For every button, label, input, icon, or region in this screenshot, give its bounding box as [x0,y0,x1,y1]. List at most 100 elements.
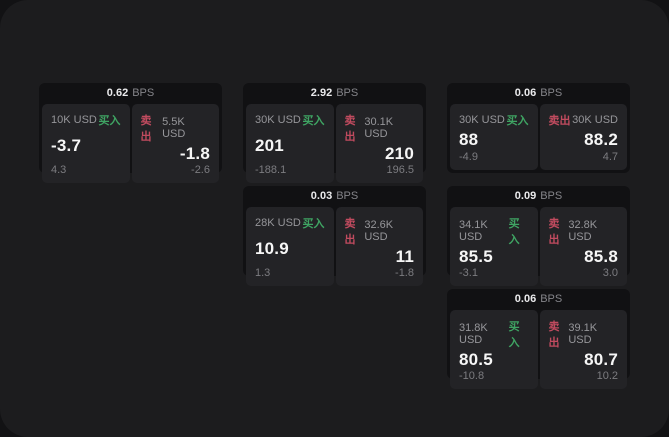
sell-side-label: 卖出 [548,115,571,127]
quote-card-header: 0.06 BPS [450,83,627,104]
sell-panel-header: 卖出 39.1K USD [549,318,619,350]
bps-unit-label: BPS [336,190,359,202]
bps-unit-label: BPS [336,87,359,99]
buy-side-label: 买入 [98,115,121,127]
sell-size-label: 32.8K USD [568,219,598,243]
buy-side-label: 买入 [302,218,325,230]
quote-card-header: 0.62 BPS [42,83,219,104]
sell-sub-value: 10.2 [596,370,618,382]
buy-sub-value: -10.8 [459,370,485,382]
sell-sub-value: -1.8 [395,267,414,279]
buy-side-label: 买入 [506,115,529,127]
sell-side-label: 卖出 [548,218,560,246]
buy-sub-value: 4.3 [51,164,67,176]
bps-unit-label: BPS [540,293,563,305]
sell-sub-value: 196.5 [386,164,414,176]
quote-card: 0.62 BPS 10K USD 买入 -3.7 4.3 卖出 5.5K USD… [39,83,222,183]
sell-panel[interactable]: 卖出 5.5K USD -1.8 -2.6 [131,104,219,183]
bps-unit-label: BPS [540,190,563,202]
sell-panel-header: 卖出 5.5K USD [141,112,211,144]
buy-side-label: 买入 [508,218,520,246]
quote-card: 2.92 BPS 30K USD 买入 201 -188.1 卖出 30.1K … [243,83,426,183]
buy-sub-value: -4.9 [459,151,478,163]
quote-card: 0.06 BPS 30K USD 买入 88 -4.9 卖出 30K USD 8… [447,83,630,173]
buy-panel-header: 31.8K USD 买入 [459,318,529,350]
quote-card-header: 2.92 BPS [246,83,423,104]
quote-panels: 30K USD 买入 88 -4.9 卖出 30K USD 88.2 4.7 [450,104,627,170]
bps-value: 0.09 [514,190,537,202]
buy-panel[interactable]: 30K USD 买入 201 -188.1 [246,104,334,183]
buy-panel[interactable]: 10K USD 买入 -3.7 4.3 [42,104,130,183]
sell-panel-header: 卖出 32.6K USD [345,215,415,247]
sell-price-value: 80.7 [584,350,618,369]
buy-panel-header: 10K USD 买入 [51,112,121,128]
buy-size-label: 34.1K USD [459,219,488,243]
buy-panel[interactable]: 28K USD 买入 10.9 1.3 [246,207,334,286]
sell-price-value: 11 [395,247,414,266]
sell-panel[interactable]: 卖出 39.1K USD 80.7 10.2 [539,310,627,389]
buy-sub-value: 1.3 [255,267,271,279]
sell-size-label: 39.1K USD [568,322,598,346]
sell-side-label: 卖出 [140,115,152,143]
quote-panels: 10K USD 买入 -3.7 4.3 卖出 5.5K USD -1.8 -2.… [42,104,219,183]
buy-panel[interactable]: 30K USD 买入 88 -4.9 [450,104,538,170]
sell-panel-header: 卖出 30K USD [549,112,619,128]
sell-panel-header: 卖出 32.8K USD [549,215,619,247]
buy-size-label: 31.8K USD [459,322,488,346]
quote-grid: 0.62 BPS 10K USD 买入 -3.7 4.3 卖出 5.5K USD… [39,83,630,389]
bps-unit-label: BPS [132,87,155,99]
buy-sub-value: -3.1 [459,267,478,279]
bps-unit-label: BPS [540,87,563,99]
buy-size-label: 10K USD [51,114,97,126]
buy-side-label: 买入 [508,321,520,349]
buy-panel-header: 34.1K USD 买入 [459,215,529,247]
quote-card-header: 0.09 BPS [450,186,627,207]
sell-sub-value: 3.0 [602,267,618,279]
buy-size-label: 30K USD [255,114,301,126]
bps-value: 0.06 [514,87,537,99]
quote-card-header: 0.06 BPS [450,289,627,310]
bps-value: 0.62 [106,87,129,99]
quote-card: 0.06 BPS 31.8K USD 买入 80.5 -10.8 卖出 39.1… [447,289,630,389]
sell-size-label: 5.5K USD [162,116,186,140]
sell-price-value: 85.8 [584,247,618,266]
bps-value: 2.92 [310,87,333,99]
sell-price-value: -1.8 [179,144,210,163]
sell-side-label: 卖出 [344,218,356,246]
sell-sub-value: 4.7 [602,151,618,163]
sell-panel[interactable]: 卖出 30K USD 88.2 4.7 [539,104,627,170]
sell-side-label: 卖出 [344,115,356,143]
sell-size-label: 30K USD [572,114,618,126]
buy-price-value: 10.9 [255,239,289,258]
buy-panel[interactable]: 34.1K USD 买入 85.5 -3.1 [450,207,538,286]
sell-size-label: 32.6K USD [364,219,394,243]
buy-panel-header: 30K USD 买入 [459,112,529,128]
sell-panel[interactable]: 卖出 32.6K USD 11 -1.8 [335,207,423,286]
sell-side-label: 卖出 [548,321,560,349]
buy-price-value: 201 [255,136,284,155]
sell-panel[interactable]: 卖出 30.1K USD 210 196.5 [335,104,423,183]
buy-size-label: 30K USD [459,114,505,126]
buy-price-value: 88 [459,129,479,149]
sell-price-value: 210 [385,144,414,163]
quote-panels: 34.1K USD 买入 85.5 -3.1 卖出 32.8K USD 85.8… [450,207,627,286]
quote-card: 0.03 BPS 28K USD 买入 10.9 1.3 卖出 32.6K US… [243,186,426,286]
buy-price-value: 80.5 [459,350,493,369]
sell-panel[interactable]: 卖出 32.8K USD 85.8 3.0 [539,207,627,286]
quote-card: 0.09 BPS 34.1K USD 买入 85.5 -3.1 卖出 32.8K… [447,186,630,286]
buy-sub-value: -188.1 [255,164,287,176]
sell-size-label: 30.1K USD [364,116,394,140]
quote-card-header: 0.03 BPS [246,186,423,207]
buy-panel-header: 30K USD 买入 [255,112,325,128]
sell-panel-header: 卖出 30.1K USD [345,112,415,144]
sell-price-value: 88.2 [584,129,618,149]
quote-panels: 28K USD 买入 10.9 1.3 卖出 32.6K USD 11 -1.8 [246,207,423,286]
bps-value: 0.06 [514,293,537,305]
buy-panel-header: 28K USD 买入 [255,215,325,231]
buy-size-label: 28K USD [255,217,301,229]
quote-panels: 30K USD 买入 201 -188.1 卖出 30.1K USD 210 1… [246,104,423,183]
buy-panel[interactable]: 31.8K USD 买入 80.5 -10.8 [450,310,538,389]
buy-price-value: 85.5 [459,247,493,266]
bps-value: 0.03 [310,190,333,202]
